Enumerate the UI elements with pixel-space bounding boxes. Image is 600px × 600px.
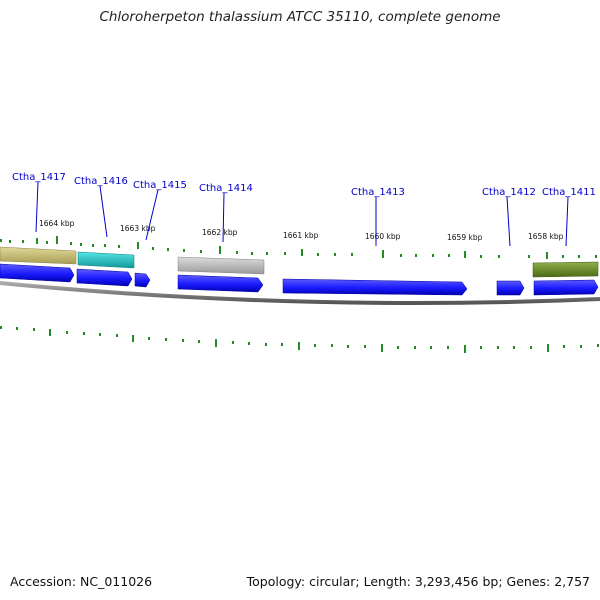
- scale-label: 1659 kbp: [447, 233, 483, 242]
- gene-arrow[interactable]: [76, 268, 133, 287]
- scale-label: 1658 kbp: [528, 232, 564, 241]
- locus-label[interactable]: Ctha_1413: [351, 187, 405, 198]
- feature-block[interactable]: [177, 256, 265, 275]
- locus-label[interactable]: Ctha_1411: [542, 187, 596, 198]
- locus-label[interactable]: Ctha_1416: [74, 176, 128, 187]
- scale-label: 1660 kbp: [365, 232, 401, 241]
- locus-labels: Ctha_1417 Ctha_1416 Ctha_1415 Ctha_1414 …: [12, 172, 596, 198]
- gene-track: [0, 263, 599, 296]
- feature-block[interactable]: [532, 261, 599, 278]
- locus-label[interactable]: Ctha_1415: [133, 180, 187, 191]
- gene-arrow[interactable]: [177, 274, 264, 293]
- scale-label: 1663 kbp: [120, 224, 156, 233]
- feature-block[interactable]: [77, 251, 135, 269]
- scale-label: 1661 kbp: [283, 231, 319, 240]
- scale-label: 1664 kbp: [39, 219, 75, 228]
- gene-arrow[interactable]: [282, 278, 468, 296]
- scale-label: 1662 kbp: [202, 228, 238, 237]
- accession-label: Accession: NC_011026: [10, 574, 153, 589]
- locus-label[interactable]: Ctha_1412: [482, 187, 536, 198]
- gene-arrow[interactable]: [533, 279, 599, 296]
- map-title: Chloroherpeton thalassium ATCC 35110, co…: [99, 9, 501, 25]
- genome-summary: Topology: circular; Length: 3,293,456 bp…: [246, 574, 590, 589]
- label-leaders: [35, 181, 569, 247]
- genome-backbone: [0, 281, 600, 306]
- gene-arrow[interactable]: [0, 263, 75, 283]
- feature-track: [0, 246, 599, 278]
- feature-block[interactable]: [0, 246, 77, 265]
- upper-tick-ring: [0, 236, 597, 259]
- locus-label[interactable]: Ctha_1414: [199, 183, 253, 194]
- scale-labels: 1664 kbp 1663 kbp 1662 kbp 1661 kbp 1660…: [39, 219, 564, 242]
- lower-tick-ring: [0, 326, 599, 353]
- locus-label[interactable]: Ctha_1417: [12, 172, 66, 183]
- gene-arrow[interactable]: [496, 280, 525, 296]
- gene-arrow[interactable]: [134, 272, 151, 288]
